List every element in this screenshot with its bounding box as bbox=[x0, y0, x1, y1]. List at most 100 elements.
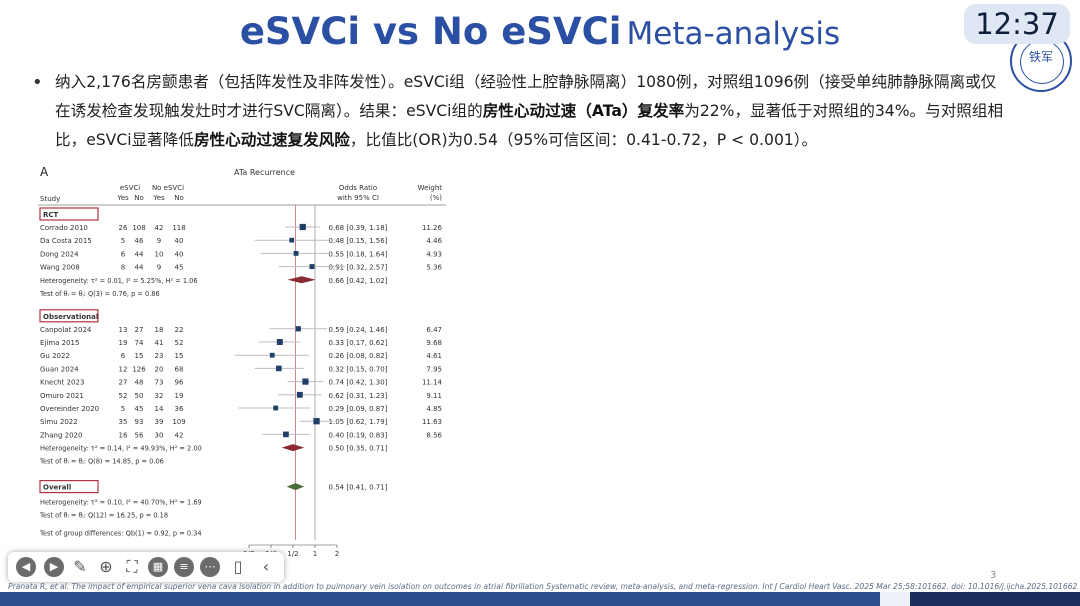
weight-text: 5.36 bbox=[426, 264, 442, 272]
weight-text: 4.46 bbox=[426, 237, 442, 245]
group-pooled-ci: 0.50 [0.35, 0.71] bbox=[329, 445, 388, 453]
weight-text: 6.47 bbox=[426, 326, 442, 334]
esvci-no: 44 bbox=[135, 250, 144, 258]
esvci-yes: 13 bbox=[119, 326, 128, 334]
slide-title: eSVCi vs No eSVCi Meta-analysis bbox=[0, 10, 1080, 53]
study-name: Wang 2008 bbox=[40, 264, 80, 272]
esvci-no: 27 bbox=[135, 326, 144, 334]
group-label: RCT bbox=[43, 211, 59, 219]
para-bold-2: 房性心动过速复发风险 bbox=[193, 131, 350, 149]
or-ci-text: 0.74 [0.42, 1.30] bbox=[329, 379, 388, 387]
magnifier-icon[interactable]: ⊕ bbox=[99, 557, 113, 576]
esvci-yes: 6 bbox=[121, 250, 126, 258]
weight-text: 11.14 bbox=[422, 379, 443, 387]
esvci-no: 46 bbox=[135, 237, 144, 245]
esvci-no: 50 bbox=[135, 392, 144, 400]
group-pooled-diamond bbox=[287, 276, 316, 284]
header-weight: Weight bbox=[418, 184, 443, 192]
or-ci-text: 0.91 [0.32, 2.57] bbox=[329, 264, 388, 272]
esvci-yes: 12 bbox=[119, 365, 128, 373]
or-marker bbox=[302, 378, 309, 385]
or-marker bbox=[293, 250, 299, 256]
control-no: 40 bbox=[175, 250, 184, 258]
control-no: 22 bbox=[175, 326, 184, 334]
or-marker bbox=[295, 326, 301, 332]
control-yes: 18 bbox=[155, 326, 164, 334]
group-heterogeneity: Heterogeneity: τ² = 0.14, I² = 49.93%, H… bbox=[40, 445, 202, 453]
pen-icon[interactable]: ✎ bbox=[73, 557, 87, 576]
study-name: Corrado 2010 bbox=[40, 224, 88, 232]
control-yes: 14 bbox=[155, 405, 164, 413]
control-no: 42 bbox=[175, 431, 184, 439]
study-name: Dong 2024 bbox=[40, 250, 79, 258]
header-study: Study bbox=[40, 195, 60, 203]
weight-text: 9.11 bbox=[426, 392, 442, 400]
summary-paragraph: 纳入2,176名房颤患者（包括阵发性及非阵发性）。eSVCi组（经验性上腔静脉隔… bbox=[55, 68, 1005, 155]
more-options-icon[interactable]: ⋯ bbox=[200, 557, 220, 577]
group-heterogeneity: Heterogeneity: τ² = 0.01, I² = 5.25%, H²… bbox=[40, 277, 198, 285]
para-bold-1: 房性心动过速（ATa）复发率 bbox=[482, 102, 685, 120]
next-slide-icon[interactable]: ▶ bbox=[44, 557, 64, 577]
collapse-toolbar-icon[interactable]: ‹ bbox=[262, 557, 270, 576]
or-marker bbox=[309, 264, 315, 270]
esvci-yes: 19 bbox=[119, 339, 128, 347]
esvci-no: 74 bbox=[135, 339, 144, 347]
weight-text: 4.85 bbox=[426, 405, 442, 413]
or-marker bbox=[276, 365, 282, 372]
overall-test: Test of θᵢ = θⱼ: Q(12) = 16.25, p = 0.18 bbox=[39, 512, 168, 520]
control-yes: 41 bbox=[155, 339, 164, 347]
overall-heterogeneity: Heterogeneity: τ² = 0.10, I² = 40.70%, H… bbox=[40, 499, 202, 507]
weight-text: 4.61 bbox=[426, 352, 442, 360]
study-name: Simu 2022 bbox=[40, 418, 78, 426]
header-no-1: No bbox=[134, 194, 144, 202]
control-yes: 39 bbox=[155, 418, 164, 426]
study-name: Ejima 2015 bbox=[40, 339, 79, 347]
group-pooled-ci: 0.66 [0.42, 1.02] bbox=[329, 277, 388, 285]
overall-label-frame bbox=[39, 480, 99, 494]
study-name: Guan 2024 bbox=[40, 365, 79, 373]
header-yes-1: Yes bbox=[116, 194, 129, 202]
header-yes-2: Yes bbox=[152, 194, 165, 202]
esvci-yes: 16 bbox=[119, 431, 128, 439]
or-marker bbox=[276, 339, 283, 345]
esvci-yes: 5 bbox=[121, 405, 125, 413]
grid-view-icon[interactable]: ▦ bbox=[148, 557, 168, 577]
or-ci-text: 0.62 [0.31, 1.23] bbox=[329, 392, 388, 400]
fullscreen-icon[interactable]: ⛶ bbox=[126, 557, 138, 576]
esvci-no: 15 bbox=[135, 352, 144, 360]
prev-slide-icon[interactable]: ◀ bbox=[16, 557, 36, 577]
control-no: 118 bbox=[172, 224, 185, 232]
control-no: 15 bbox=[175, 352, 184, 360]
study-name: Da Costa 2015 bbox=[40, 237, 92, 245]
para-text-1: 纳入2,176名房颤患者（包括阵发性及非阵发性）。eSVCi组（经验性上腔静脉隔… bbox=[55, 73, 997, 120]
x-tick-label: 2 bbox=[335, 550, 339, 558]
weight-text: 7.95 bbox=[426, 365, 442, 373]
footer-accent bbox=[880, 592, 910, 606]
control-yes: 10 bbox=[155, 250, 164, 258]
study-name: Canpolat 2024 bbox=[40, 326, 92, 334]
control-yes: 20 bbox=[155, 365, 164, 373]
para-text-2: 为22%，显著低于对照组的34%。与对照组相比，eSVCi显著降低 bbox=[55, 102, 1004, 149]
or-ci-text: 0.68 [0.39, 1.18] bbox=[329, 224, 388, 232]
or-ci-text: 0.32 [0.15, 0.70] bbox=[329, 365, 388, 373]
esvci-no: 93 bbox=[135, 418, 144, 426]
esvci-no: 108 bbox=[132, 224, 145, 232]
control-no: 109 bbox=[172, 418, 185, 426]
overall-diamond bbox=[286, 483, 305, 491]
esvci-no: 44 bbox=[135, 264, 144, 272]
subtitle-icon[interactable]: ≡ bbox=[174, 557, 194, 577]
control-no: 68 bbox=[175, 365, 184, 373]
or-marker bbox=[289, 237, 295, 243]
overall-ci: 0.54 [0.41, 0.71] bbox=[329, 484, 388, 492]
esvci-yes: 27 bbox=[119, 379, 128, 387]
weight-text: 4.93 bbox=[426, 250, 442, 258]
plot-title: ATa Recurrence bbox=[234, 168, 295, 177]
header-esvci: eSVCi bbox=[120, 184, 140, 192]
study-name: Overeinder 2020 bbox=[40, 405, 99, 413]
para-text-3: ，比值比(OR)为0.54（95%可信区间：0.41-0.72，P < 0.00… bbox=[349, 131, 818, 149]
esvci-yes: 52 bbox=[119, 392, 128, 400]
esvci-no: 45 bbox=[135, 405, 144, 413]
control-yes: 9 bbox=[157, 237, 161, 245]
save-icon[interactable]: ▯ bbox=[233, 557, 243, 576]
weight-text: 11.26 bbox=[422, 224, 443, 232]
